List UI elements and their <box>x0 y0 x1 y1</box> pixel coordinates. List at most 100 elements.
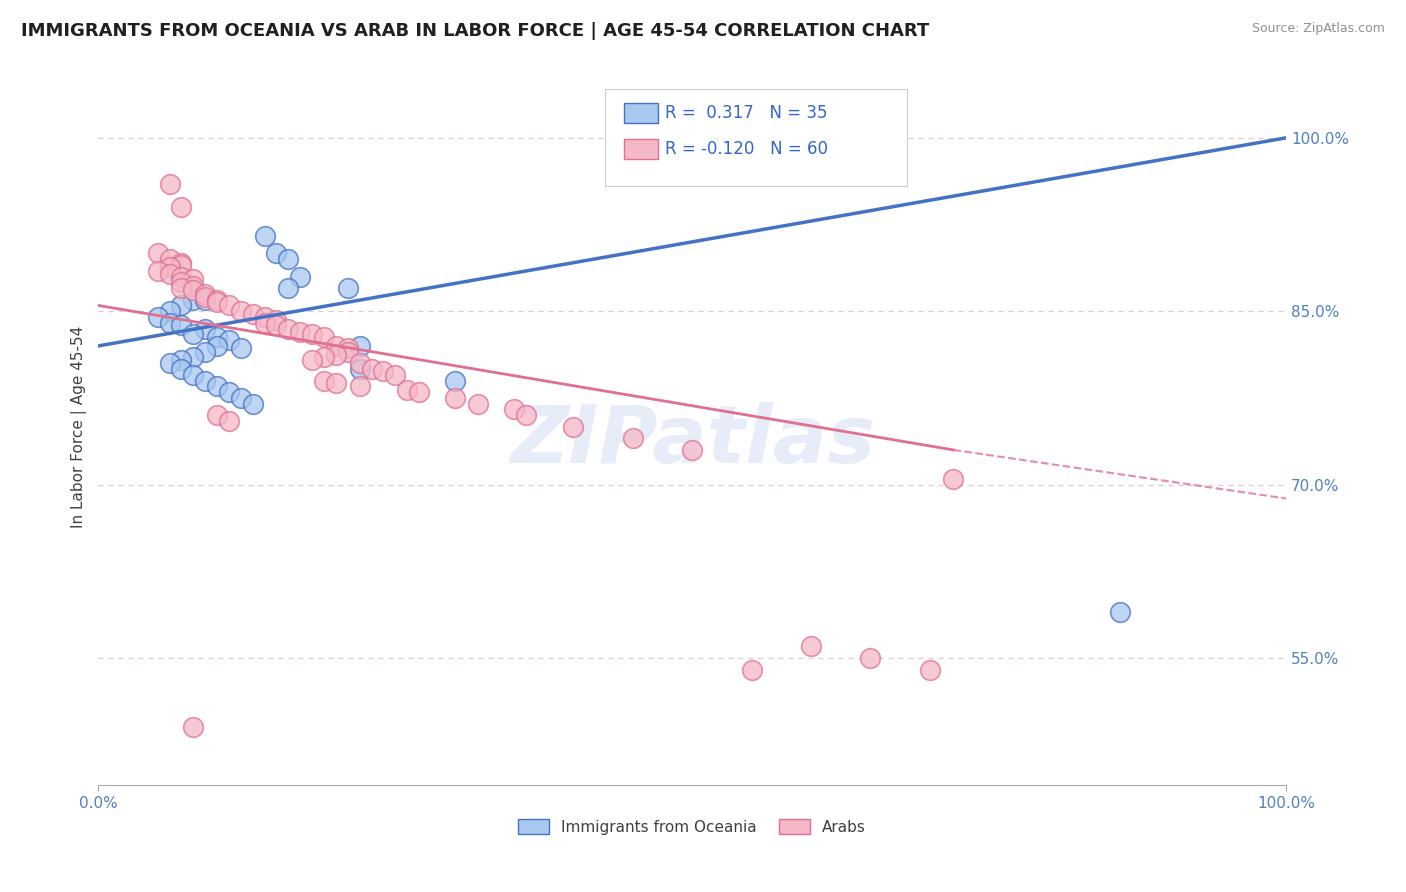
Point <box>205 329 228 343</box>
Point <box>205 339 228 353</box>
Point <box>170 258 193 272</box>
Point <box>325 376 347 390</box>
Point <box>349 339 371 353</box>
Point <box>266 246 288 260</box>
Point <box>312 351 335 365</box>
Point <box>170 269 193 284</box>
Point <box>396 383 419 397</box>
Point <box>800 165 823 179</box>
Point <box>194 286 217 301</box>
Point <box>349 379 371 393</box>
Point <box>170 200 193 214</box>
Text: Source: ZipAtlas.com: Source: ZipAtlas.com <box>1251 22 1385 36</box>
Point <box>194 374 217 388</box>
Point <box>159 177 181 191</box>
Point <box>218 385 240 400</box>
Point <box>194 321 217 335</box>
Point <box>170 318 193 332</box>
Point <box>159 356 181 370</box>
Point <box>266 313 288 327</box>
Point <box>503 402 526 417</box>
Text: IMMIGRANTS FROM OCEANIA VS ARAB IN LABOR FORCE | AGE 45-54 CORRELATION CHART: IMMIGRANTS FROM OCEANIA VS ARAB IN LABOR… <box>21 22 929 40</box>
Point <box>384 368 406 382</box>
Text: ZIPatlas: ZIPatlas <box>509 402 875 480</box>
Point <box>325 339 347 353</box>
Point <box>373 364 395 378</box>
Point <box>218 414 240 428</box>
Point <box>170 352 193 367</box>
Point <box>443 391 465 405</box>
Point <box>277 252 299 267</box>
Point <box>301 327 323 342</box>
Point <box>1108 605 1130 619</box>
Point <box>253 229 276 244</box>
Point <box>349 356 371 370</box>
Point <box>741 663 763 677</box>
Point <box>360 362 382 376</box>
Point <box>349 362 371 376</box>
Point <box>146 264 169 278</box>
Point <box>159 252 181 267</box>
Point <box>336 281 359 295</box>
Text: R = -0.120   N = 60: R = -0.120 N = 60 <box>665 140 828 158</box>
Point <box>183 720 205 734</box>
Point <box>253 310 276 324</box>
Point <box>218 333 240 347</box>
Point <box>229 304 252 318</box>
Point <box>229 391 252 405</box>
Point <box>183 327 205 342</box>
Point <box>205 295 228 310</box>
Point <box>146 246 169 260</box>
Point <box>408 385 430 400</box>
Point <box>205 409 228 423</box>
Point <box>800 640 823 654</box>
Point <box>443 374 465 388</box>
Point <box>194 344 217 359</box>
Point <box>562 419 585 434</box>
Point <box>242 307 264 321</box>
Point <box>170 276 193 290</box>
Point <box>253 316 276 330</box>
Point <box>681 442 703 457</box>
Point <box>205 379 228 393</box>
Point <box>301 352 323 367</box>
Point <box>621 431 644 445</box>
Point <box>942 472 965 486</box>
Point <box>277 281 299 295</box>
Y-axis label: In Labor Force | Age 45-54: In Labor Force | Age 45-54 <box>72 326 87 528</box>
Point <box>515 409 537 423</box>
Point <box>159 316 181 330</box>
Point <box>170 255 193 269</box>
Point <box>336 344 359 359</box>
Point <box>183 368 205 382</box>
Point <box>266 318 288 332</box>
Point <box>159 267 181 281</box>
Point <box>290 269 312 284</box>
Point <box>146 310 169 324</box>
Point <box>170 298 193 312</box>
Point <box>183 278 205 293</box>
Point <box>183 293 205 307</box>
Point <box>277 321 299 335</box>
Point <box>183 351 205 365</box>
Point <box>467 397 489 411</box>
Point <box>170 281 193 295</box>
Point <box>194 290 217 304</box>
Point <box>170 362 193 376</box>
Point <box>205 293 228 307</box>
Point <box>218 298 240 312</box>
Point <box>325 348 347 362</box>
Point <box>242 397 264 411</box>
Point <box>159 304 181 318</box>
Point <box>918 663 941 677</box>
Text: R =  0.317   N = 35: R = 0.317 N = 35 <box>665 104 828 122</box>
Point <box>336 341 359 355</box>
Point <box>859 651 882 665</box>
Point <box>312 374 335 388</box>
Point <box>194 293 217 307</box>
Point <box>312 329 335 343</box>
Legend: Immigrants from Oceania, Arabs: Immigrants from Oceania, Arabs <box>519 819 866 835</box>
Point <box>183 272 205 286</box>
Point <box>229 341 252 355</box>
Point <box>183 284 205 298</box>
